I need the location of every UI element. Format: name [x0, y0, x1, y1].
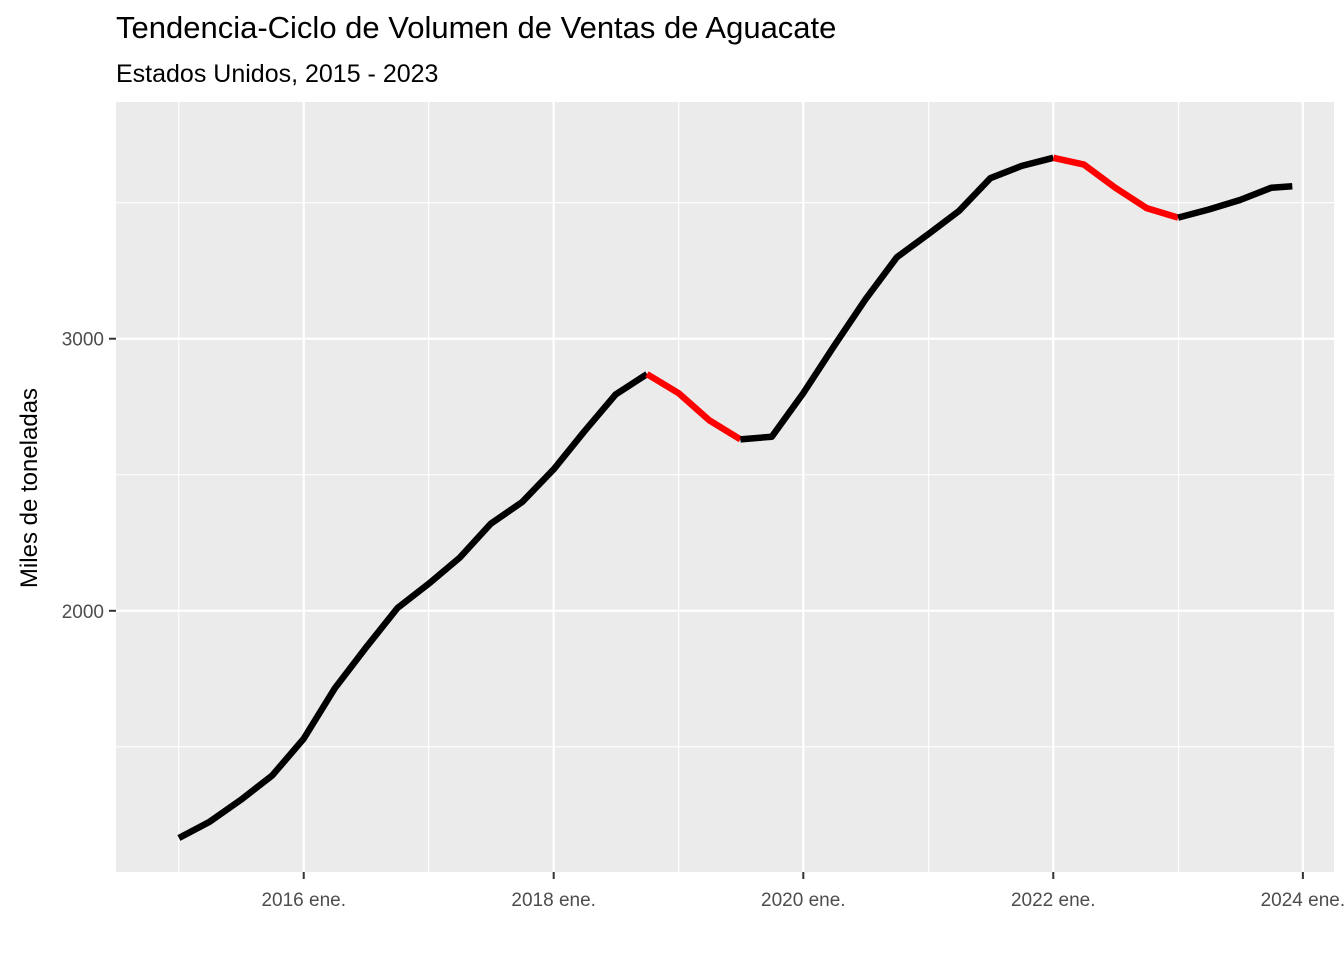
chart-subtitle: Estados Unidos, 2015 - 2023: [116, 60, 439, 88]
axes: 2016 ene. 2018 ene. 2020 ene. 2022 ene. 2024…: [62, 330, 1344, 911]
series-segment-line: [1177, 183, 1293, 221]
plot-panel: [116, 102, 1334, 872]
series-layer: [177, 154, 1293, 841]
series-segment-line: [177, 371, 649, 841]
x-tick-label: 2016 ene.: [261, 890, 346, 911]
minor-gridlines: [116, 102, 1334, 872]
x-tick-label: 2020 ene.: [761, 890, 846, 911]
x-tick-label: 2018 ene.: [511, 890, 596, 911]
y-tick-label: 2000: [62, 602, 104, 623]
y-tick-label: 3000: [62, 330, 104, 351]
series-segment-line: [740, 154, 1055, 443]
series-segment-line: [645, 371, 743, 443]
x-tick-label: 2024 ene.: [1261, 890, 1344, 911]
chart-title: Tendencia-Ciclo de Volumen de Ventas de …: [116, 10, 837, 45]
x-tick-label: 2022 ene.: [1011, 890, 1096, 911]
series-segment-line: [1052, 154, 1180, 221]
